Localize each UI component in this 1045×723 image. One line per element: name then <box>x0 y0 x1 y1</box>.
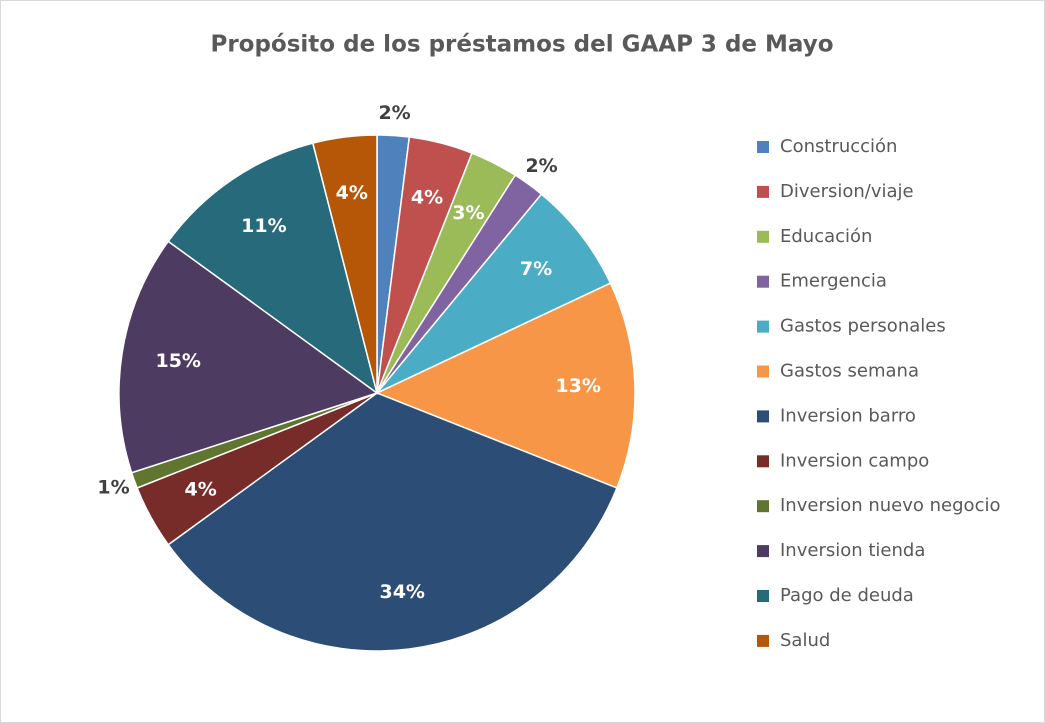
legend-label: Diversion/viaje <box>780 181 914 202</box>
legend-swatch <box>757 634 769 647</box>
legend-label: Inversion barro <box>780 405 916 426</box>
legend-swatch <box>757 141 769 153</box>
data-label: 4% <box>185 478 217 500</box>
data-label: 7% <box>520 258 552 280</box>
legend-label: Salud <box>780 630 830 651</box>
data-label: 3% <box>452 202 484 224</box>
data-label: 2% <box>378 102 410 124</box>
pie-slice <box>375 282 636 489</box>
legend-label: Gastos semana <box>780 361 919 382</box>
legend: Construcción Diversion/viaje Educación Emer… <box>757 136 1000 651</box>
pie <box>118 134 636 652</box>
chart-title: Propósito de los préstamos del GAAP 3 de… <box>210 32 833 58</box>
legend-swatch <box>757 455 769 468</box>
data-label: 4% <box>411 187 443 209</box>
pie-slice <box>167 142 379 395</box>
labels: 2% 4% 3% 2% 7% 13% 34% 4% 1% 15% 11% 4% <box>97 102 600 603</box>
data-label: 4% <box>336 182 368 204</box>
pie-slice <box>311 134 378 394</box>
legend-swatch <box>757 365 769 378</box>
data-label: 1% <box>97 476 129 498</box>
legend-label: Gastos personales <box>780 316 946 337</box>
legend-label: Inversion nuevo negocio <box>780 495 1000 516</box>
legend-label: Inversion campo <box>780 450 929 471</box>
data-label: 15% <box>155 350 200 372</box>
legend-swatch <box>757 230 769 243</box>
legend-swatch <box>757 320 769 333</box>
pie-slice <box>376 193 612 394</box>
legend-label: Pago de deuda <box>780 585 914 606</box>
pie-slice <box>118 240 379 474</box>
pie-slice <box>167 392 618 652</box>
legend-label: Educación <box>780 226 872 247</box>
data-label: 34% <box>379 581 424 603</box>
legend-swatch <box>757 410 769 423</box>
data-label: 2% <box>525 155 557 177</box>
data-label: 13% <box>555 375 600 397</box>
legend-label: Inversion tienda <box>780 540 925 561</box>
data-label: 11% <box>241 215 286 237</box>
legend-swatch <box>757 500 769 513</box>
legend-label: Emergencia <box>780 271 887 292</box>
legend-swatch <box>757 185 769 198</box>
legend-swatch <box>757 275 769 288</box>
legend-swatch <box>757 545 769 558</box>
legend-swatch <box>757 590 769 602</box>
legend-label: Construcción <box>780 136 897 157</box>
